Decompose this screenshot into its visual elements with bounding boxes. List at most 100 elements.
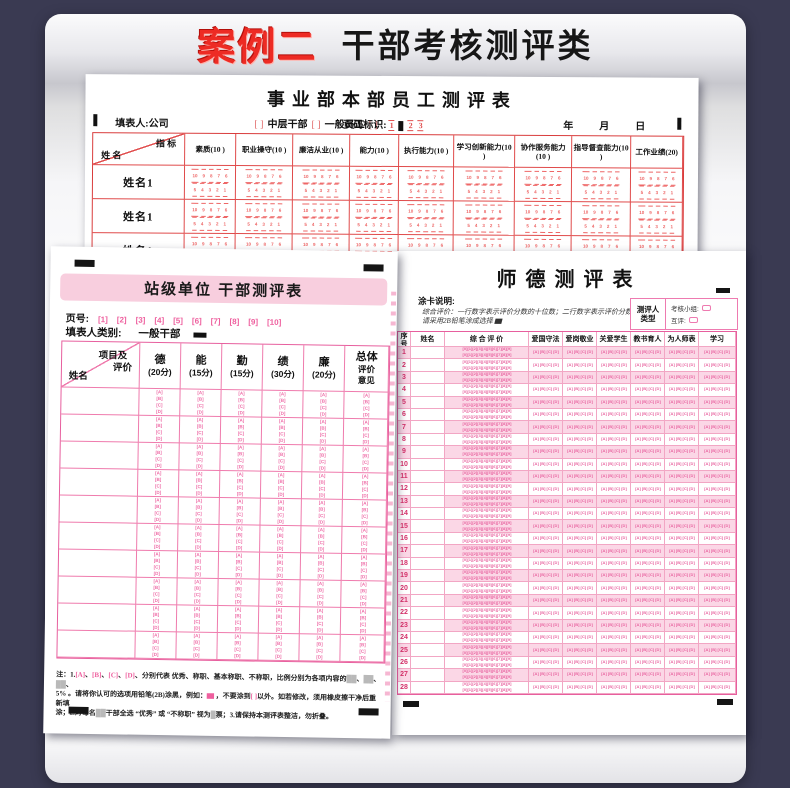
score-bubble: 9 xyxy=(417,203,422,218)
option-line: [A] [B] [C] [D] xyxy=(668,374,695,380)
option-bubble: [D] xyxy=(278,437,285,444)
option-cell: [A] [B] [C] [D] xyxy=(529,681,563,694)
score-bubble: 9 xyxy=(312,237,317,252)
score-bubble: 1 xyxy=(669,185,674,200)
option-cell: [A] [B] [C] [D] xyxy=(563,570,597,583)
row-number: 21 xyxy=(398,594,411,608)
digit-line: [0][1][2][3][4][5][6][7][8][9] xyxy=(462,415,511,420)
row-number: 5 xyxy=(398,396,411,409)
row-number: 1 xyxy=(398,347,411,360)
option-group: [A] [B] [C] [D] xyxy=(631,471,664,482)
option-cell: [A] [B] [C] [D] xyxy=(631,458,665,471)
header-line: (30分) xyxy=(270,368,295,379)
option-bubble: [D] xyxy=(362,439,369,445)
option-cell: [A] [B] [C] [D] xyxy=(529,495,563,509)
option-line: [A] [B] [C] [D] xyxy=(532,659,559,665)
option-cell: [A] [B] [C] [D] xyxy=(665,644,699,657)
column-header: 勤 (15分) xyxy=(221,344,264,391)
option-group: [A] [B] [C] [D] xyxy=(631,682,664,693)
row-number: 10 xyxy=(398,458,411,471)
option-line: [A] [B] [C] [D] xyxy=(668,412,695,417)
digit-cell: [0][1][2][3][4][5][6][7][8][9] [0][1][2][… xyxy=(445,631,529,645)
digit-line: [0][1][2][3][4][5][6][7][8][9] xyxy=(462,613,511,618)
option-cell: [A] [B] [C] [D] xyxy=(597,508,631,521)
option-line: [A] [B] [C] [D] xyxy=(668,486,695,492)
digit-group: [0][1][2][3][4][5][6][7][8][9] [0][1][2][… xyxy=(445,409,528,420)
option-cell: [A] [B] [C] [D] xyxy=(262,390,304,419)
option-group: [A] [B] [C] [D] xyxy=(631,421,664,432)
option-line: [A] [B] [C] [D] xyxy=(704,412,730,417)
option-line: [A] [B] [C] [D] xyxy=(704,536,730,541)
option-line: [A] [B] [C] [D] xyxy=(668,536,695,541)
option-group: [A] [B] [C] [D] xyxy=(631,483,664,494)
digit-cell: [0][1][2][3][4][5][6][7][8][9] [0][1][2][… xyxy=(445,532,529,546)
option-bubble: [D] xyxy=(235,572,242,578)
option-group: [A] [B] [C] [D] xyxy=(665,669,698,680)
score-bubble: 8 xyxy=(482,170,488,185)
option-line: [A] [B] [C] [D] xyxy=(600,523,627,529)
option-line: [A] [B] [C] [D] xyxy=(634,573,661,578)
option-group: [A] [B] [C] [D] xyxy=(665,446,698,457)
option-bubble: [D] xyxy=(152,651,159,658)
score-bubble: 7 xyxy=(216,168,222,183)
digit-cell: [0][1][2][3][4][5][6][7][8][9] [0][1][2][… xyxy=(445,644,529,657)
option-line: [A] [B] [C] [D] xyxy=(668,659,695,665)
digit-line: [0][1][2][3][4][5][6][7][8][9] xyxy=(462,396,511,402)
registration-mark xyxy=(358,708,379,716)
option-group: [A] [B] [C] [D] xyxy=(178,524,218,551)
score-bubble: 3 xyxy=(598,218,603,233)
option-group: [A] [B] [C] [D] xyxy=(261,445,301,472)
option-line: [A] [B] [C] [D] xyxy=(704,523,730,529)
table-corner: 指 标姓 名 xyxy=(93,133,186,166)
option-line: [A] [B] [C] [D] xyxy=(668,585,695,591)
digit-group: [0][1][2][3][4][5][6][7][8][9] [0][1][2][… xyxy=(445,682,528,693)
digit-line: [0][1][2][3][4][5][6][7][8][9] xyxy=(462,520,511,526)
option-bubble: [D] xyxy=(236,518,243,524)
option-line: [A] [B] [C] [D] xyxy=(634,511,661,516)
score-bubble: 6 xyxy=(334,203,340,218)
digit-group: [0][1][2][3][4][5][6][7][8][9] [0][1][2][… xyxy=(445,545,528,556)
option-group: [A] [B] [C] [D] xyxy=(218,606,258,633)
score-bubble: 1 xyxy=(613,218,619,233)
option-group: [A] [B] [C] [D] xyxy=(219,552,259,579)
option-group: [A] [B] [C] [D] xyxy=(699,434,735,445)
evaluator-option: 互评: xyxy=(671,315,737,325)
option-cell: [A] [B] [C] [D] xyxy=(631,508,665,521)
option-line: [A] [B] [C] [D] xyxy=(668,573,695,578)
option-group: [A] [B] [C] [D] xyxy=(529,384,562,395)
option-group: [A] [B] [C] [D] xyxy=(597,397,630,408)
registration-mark xyxy=(677,117,682,130)
name-cell xyxy=(411,631,445,645)
score-bubble: 5 xyxy=(303,182,309,197)
option-cell: [A] [B] [C] [D] xyxy=(563,669,597,682)
option-cell: [A] [B] [C] [D] xyxy=(665,594,699,608)
name-cell xyxy=(411,433,445,447)
option-cell: [A] [B] [C] [D] xyxy=(597,371,631,385)
option-group: [A] [B] [C] [D] xyxy=(563,644,596,655)
option-line: [A] [B] [C] [D] xyxy=(668,684,695,690)
score-bubble: 8 xyxy=(599,170,605,185)
option-group: [A] [B] [C] [D] xyxy=(631,632,664,643)
option-cell: [A] [B] [C] [D] xyxy=(218,551,261,580)
option-cell: [A] [B] [C] [D] xyxy=(178,524,220,552)
score-bubble: 2 xyxy=(326,183,331,198)
option-group: [A] [B] [C] [D] xyxy=(699,471,735,482)
digit-line: [0][1][2][3][4][5][6][7][8][9] xyxy=(462,489,511,495)
digit-group: [0][1][2][3][4][5][6][7][8][9] [0][1][2][… xyxy=(445,533,528,544)
option-cell: [A] [B] [C] [D] xyxy=(343,418,389,447)
option-cell: [A] [B] [C] [D] xyxy=(699,384,736,397)
option-line: [A] [B] [C] [D] xyxy=(532,387,559,392)
score-bubble: 5 xyxy=(525,218,530,233)
option-group: [A] [B] [C] [D] xyxy=(563,657,596,668)
case-badge: 案例二 xyxy=(197,26,318,69)
option-group: [A] [B] [C] [D] xyxy=(597,520,630,531)
option-cell: [A] [B] [C] [D] xyxy=(631,532,665,546)
